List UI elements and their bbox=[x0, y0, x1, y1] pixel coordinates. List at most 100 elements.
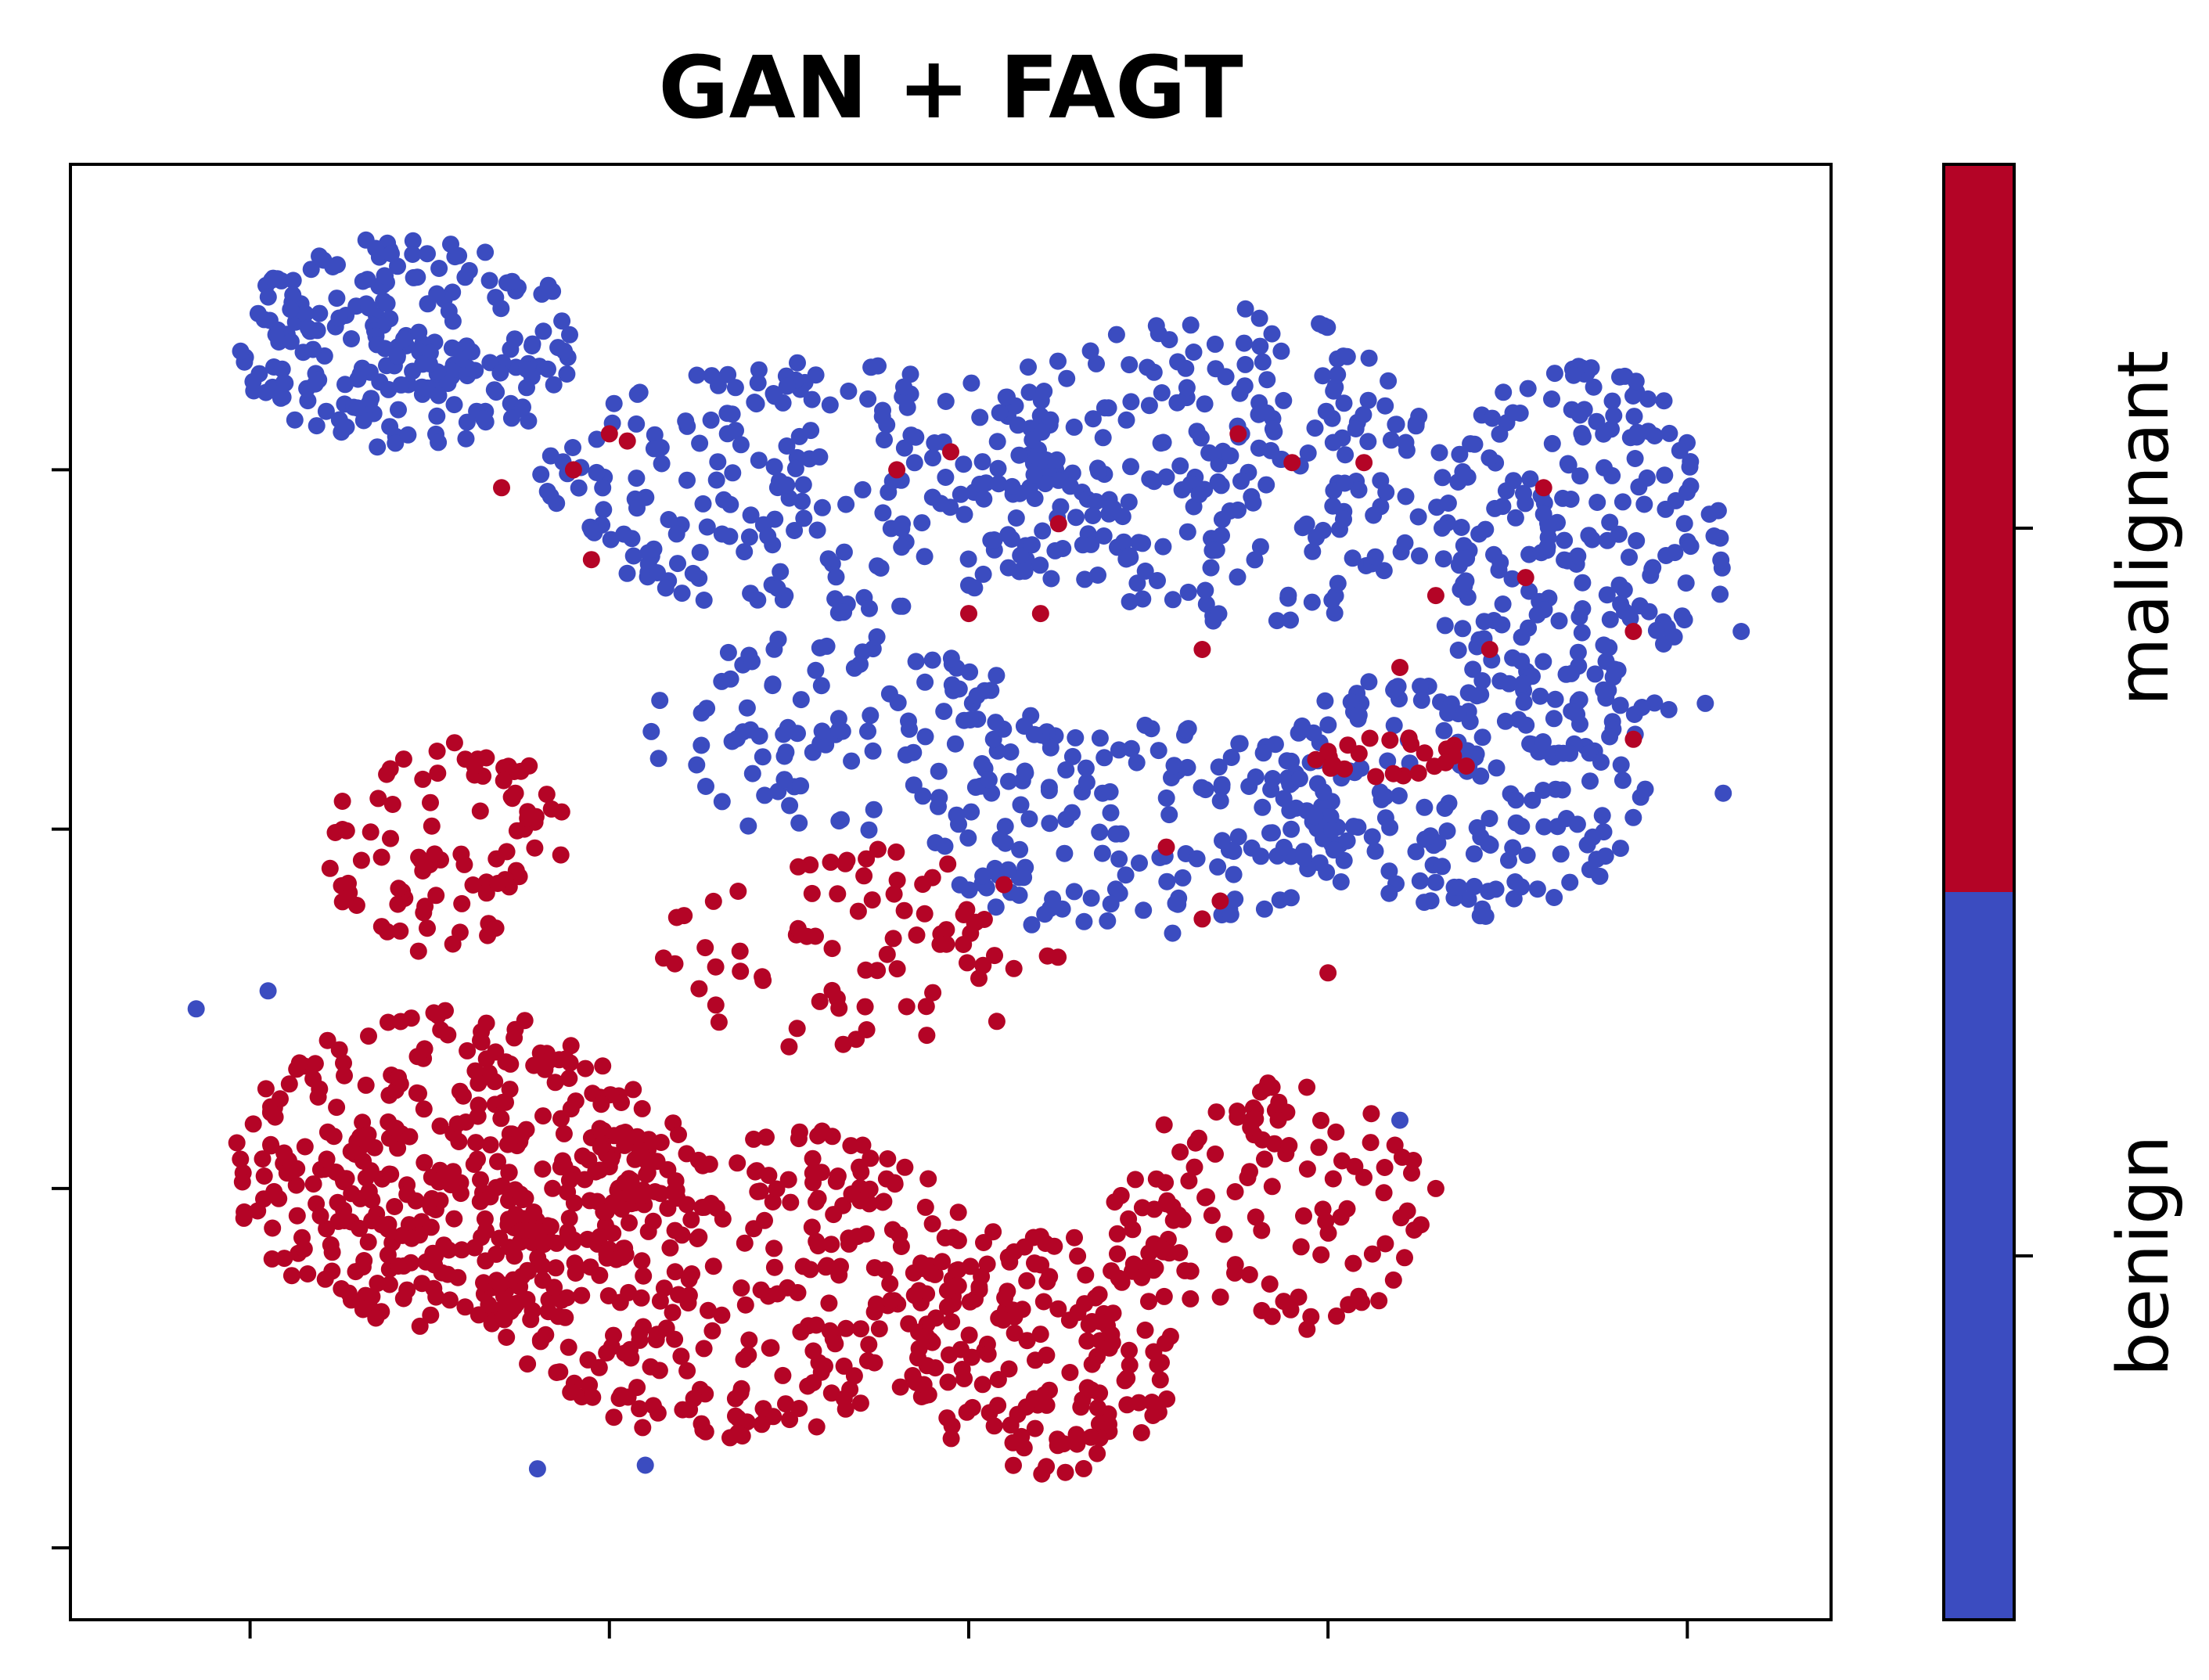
point-malignant bbox=[975, 1234, 992, 1251]
point-benign bbox=[257, 383, 275, 401]
point-malignant bbox=[295, 1240, 313, 1258]
point-benign bbox=[1052, 498, 1070, 516]
point-benign bbox=[1041, 815, 1059, 833]
point-benign bbox=[1182, 316, 1200, 334]
point-malignant bbox=[232, 1150, 250, 1168]
point-benign bbox=[854, 480, 872, 498]
point-benign bbox=[1279, 589, 1297, 607]
point-malignant bbox=[379, 923, 396, 941]
point-malignant bbox=[869, 840, 887, 858]
point-malignant bbox=[542, 800, 560, 818]
point-malignant bbox=[1045, 1237, 1063, 1255]
point-malignant bbox=[401, 1128, 419, 1146]
point-benign bbox=[1480, 449, 1498, 467]
point-benign bbox=[1657, 500, 1675, 518]
point-benign bbox=[383, 245, 400, 263]
point-malignant bbox=[560, 1209, 578, 1227]
point-malignant bbox=[829, 1167, 847, 1185]
point-benign bbox=[1484, 409, 1502, 427]
point-benign bbox=[1258, 371, 1276, 389]
point-malignant bbox=[1319, 1224, 1337, 1242]
point-benign bbox=[813, 498, 831, 516]
point-benign bbox=[1031, 452, 1049, 470]
point-benign bbox=[282, 333, 300, 351]
point-benign bbox=[523, 337, 541, 354]
point-malignant bbox=[1215, 1225, 1233, 1243]
point-benign bbox=[646, 426, 664, 444]
point-benign bbox=[1588, 412, 1606, 430]
point-malignant bbox=[732, 962, 750, 980]
point-benign bbox=[1278, 752, 1296, 770]
point-benign bbox=[1244, 494, 1262, 512]
point-benign bbox=[1257, 476, 1275, 494]
point-benign bbox=[1633, 699, 1651, 716]
point-malignant bbox=[581, 1192, 599, 1210]
point-benign bbox=[893, 538, 911, 556]
point-benign bbox=[1504, 404, 1522, 422]
point-malignant bbox=[1151, 1371, 1169, 1389]
point-benign bbox=[595, 501, 613, 519]
point-malignant bbox=[501, 1081, 519, 1099]
point-benign bbox=[1101, 782, 1119, 800]
point-benign bbox=[1102, 895, 1120, 913]
point-benign bbox=[1595, 425, 1613, 443]
point-malignant bbox=[255, 1167, 273, 1185]
point-benign bbox=[907, 653, 925, 671]
point-malignant bbox=[466, 1239, 484, 1257]
point-malignant bbox=[329, 1193, 347, 1211]
point-benign bbox=[330, 309, 348, 327]
point-malignant bbox=[1189, 1129, 1207, 1147]
point-malignant bbox=[1307, 750, 1325, 768]
point-benign bbox=[1440, 794, 1458, 812]
point-benign bbox=[286, 411, 304, 429]
point-benign bbox=[1624, 808, 1642, 826]
point-benign bbox=[874, 504, 892, 522]
point-benign bbox=[561, 326, 578, 344]
point-benign bbox=[1020, 358, 1037, 376]
point-malignant bbox=[591, 1228, 609, 1246]
point-benign bbox=[347, 297, 365, 315]
point-malignant bbox=[1270, 1093, 1288, 1111]
point-malignant bbox=[804, 1374, 822, 1392]
point-benign bbox=[642, 722, 660, 740]
point-benign bbox=[1084, 410, 1102, 428]
point-benign bbox=[1221, 905, 1239, 923]
point-benign bbox=[709, 453, 727, 471]
point-benign bbox=[306, 375, 324, 393]
point-malignant bbox=[415, 1100, 433, 1118]
point-benign bbox=[997, 388, 1015, 406]
point-benign bbox=[1480, 810, 1498, 827]
point-malignant bbox=[1426, 757, 1444, 775]
point-benign bbox=[419, 245, 436, 263]
point-malignant bbox=[408, 1084, 426, 1102]
point-malignant bbox=[1247, 1208, 1265, 1226]
point-malignant bbox=[470, 1074, 487, 1092]
point-malignant bbox=[963, 1398, 981, 1416]
point-benign bbox=[1611, 368, 1628, 386]
point-malignant bbox=[398, 1281, 416, 1299]
point-benign bbox=[843, 752, 861, 770]
point-benign bbox=[1473, 672, 1491, 689]
point-malignant bbox=[567, 1264, 585, 1282]
point-benign bbox=[1168, 394, 1186, 412]
point-malignant bbox=[318, 1123, 336, 1141]
point-benign bbox=[645, 540, 663, 558]
point-benign bbox=[1412, 691, 1430, 709]
point-malignant bbox=[466, 757, 484, 775]
point-malignant bbox=[534, 1107, 552, 1125]
point-malignant bbox=[493, 479, 510, 497]
point-malignant bbox=[529, 1249, 547, 1267]
point-benign bbox=[1081, 342, 1099, 360]
point-benign bbox=[1178, 721, 1196, 739]
point-malignant bbox=[798, 927, 816, 945]
point-benign bbox=[1188, 850, 1206, 868]
point-benign bbox=[1625, 408, 1643, 426]
point-malignant bbox=[340, 1284, 358, 1302]
point-benign bbox=[1178, 523, 1196, 541]
point-malignant bbox=[1193, 641, 1211, 658]
point-benign bbox=[1376, 788, 1394, 806]
point-malignant bbox=[560, 1171, 578, 1189]
point-malignant bbox=[1000, 1360, 1018, 1378]
point-benign bbox=[1264, 770, 1282, 787]
point-malignant bbox=[876, 1261, 894, 1279]
